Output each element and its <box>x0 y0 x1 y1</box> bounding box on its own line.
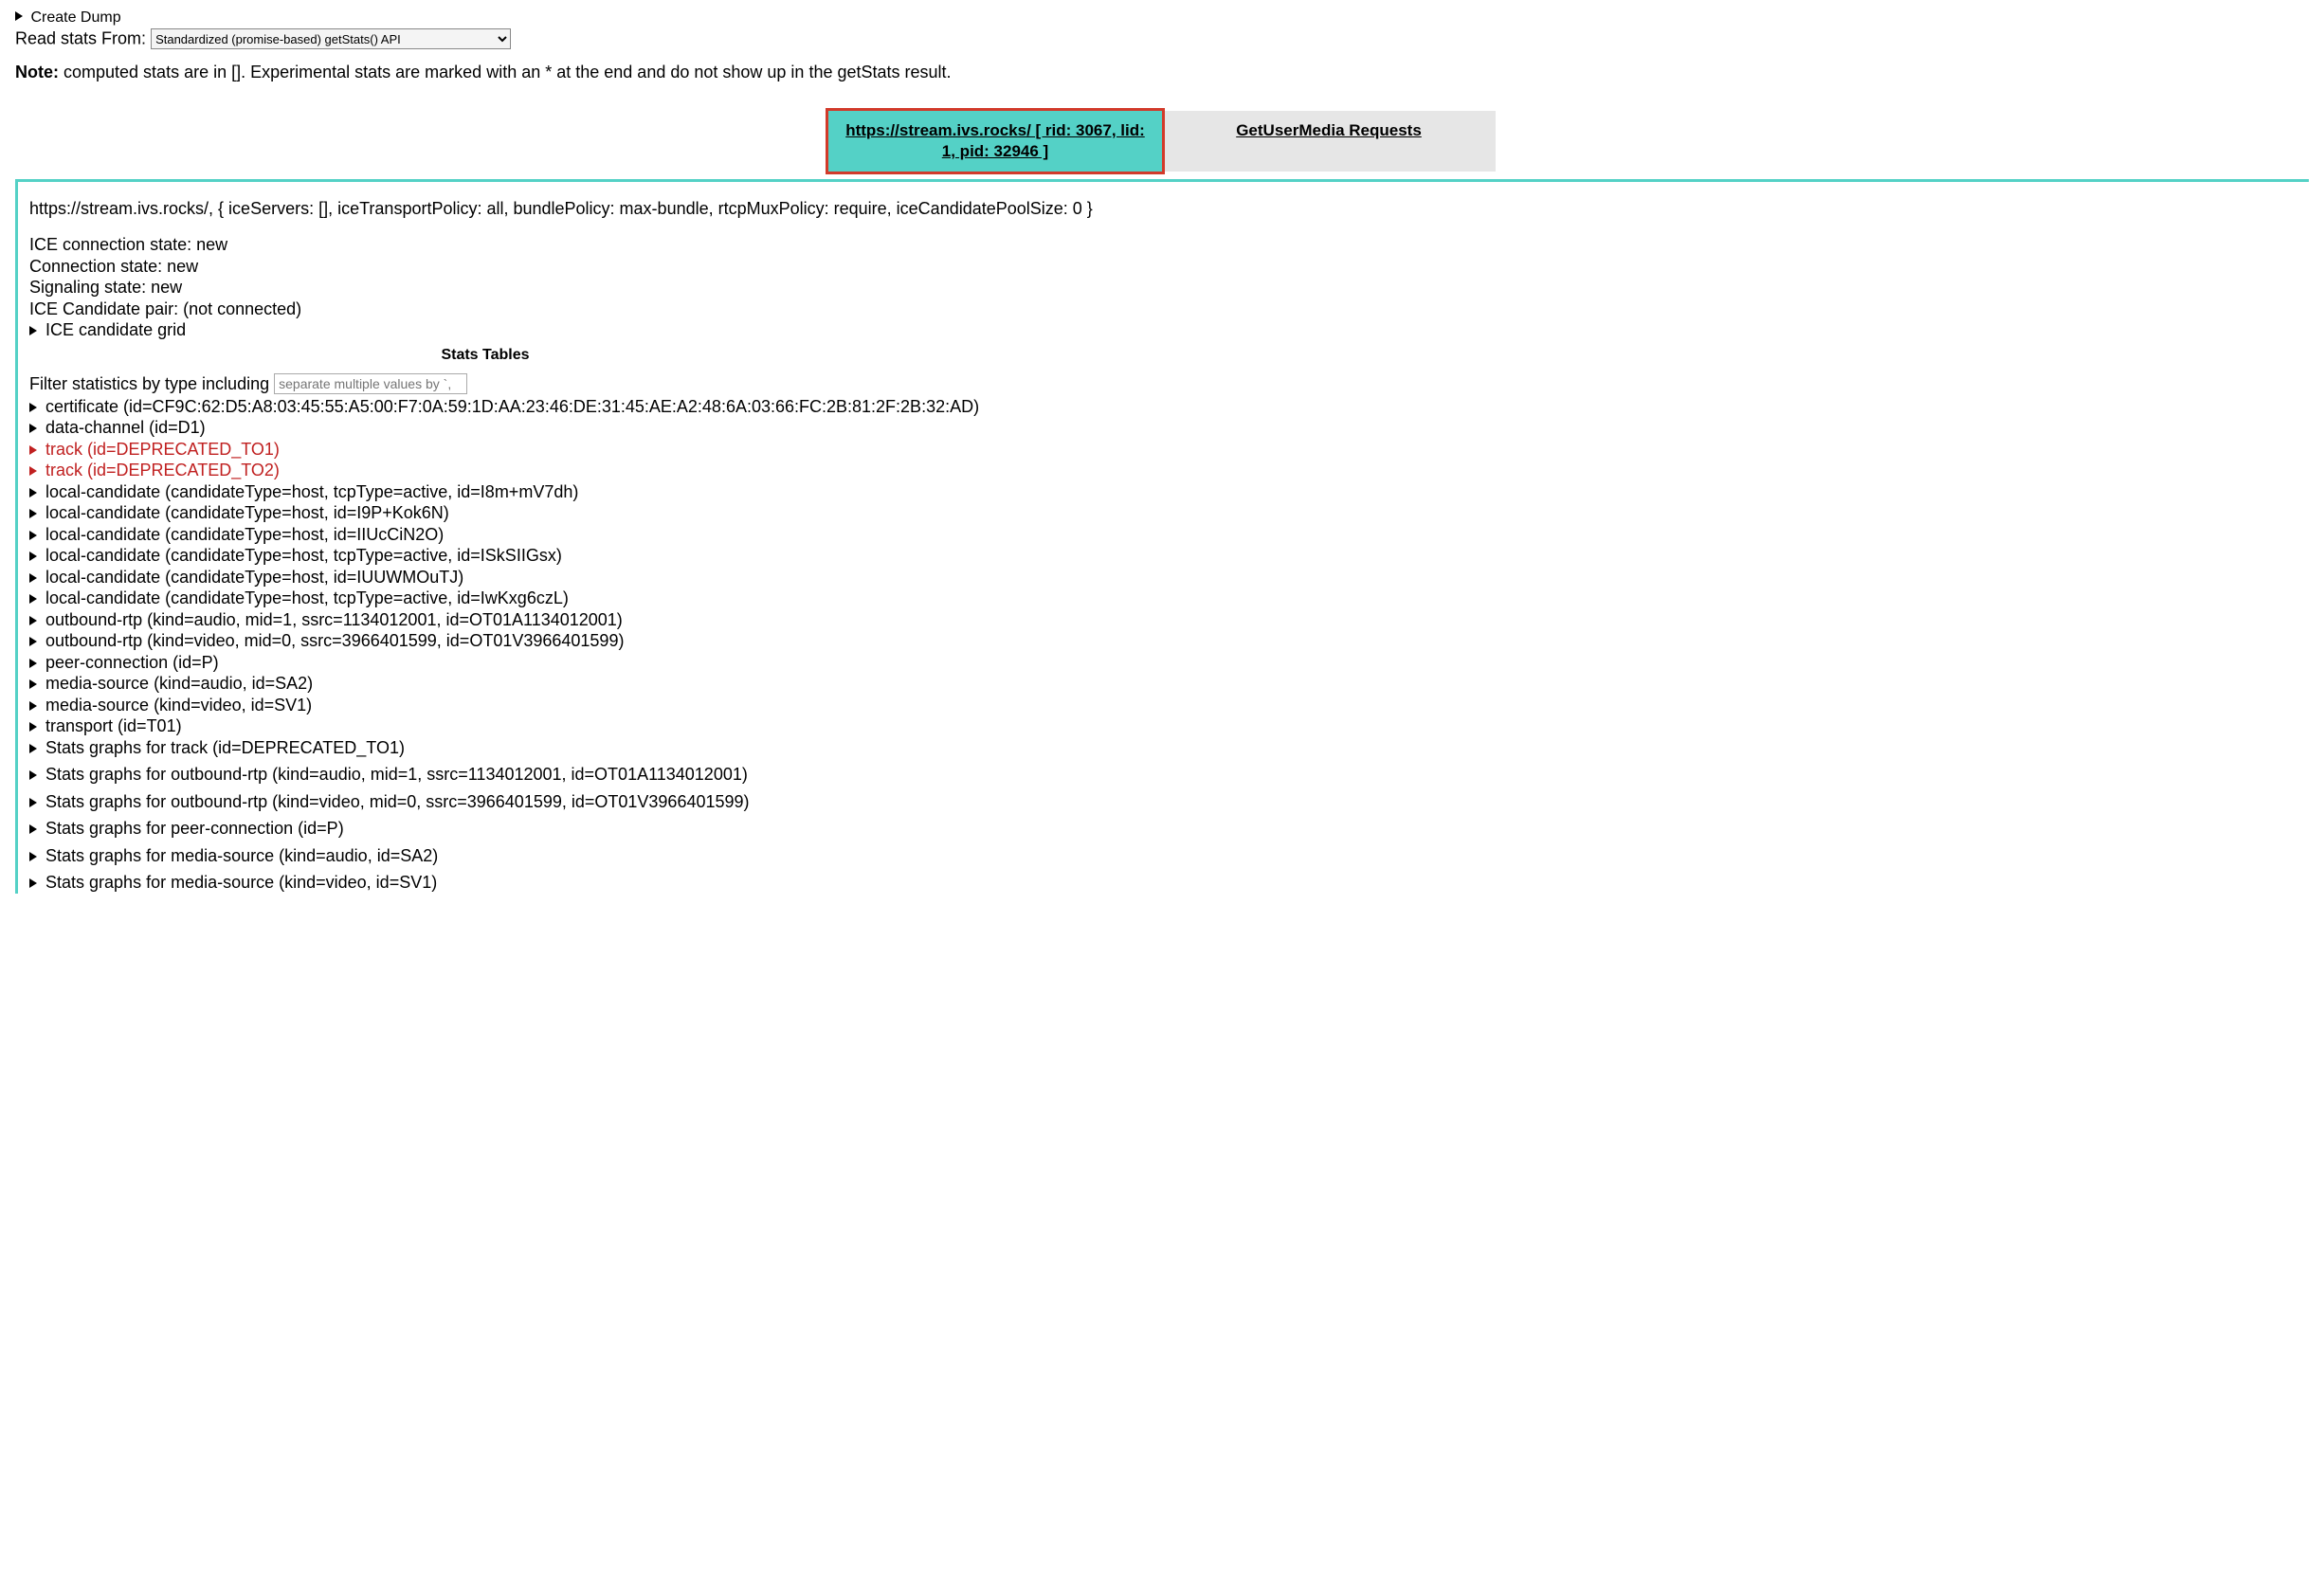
stats-item[interactable]: certificate (id=CF9C:62:D5:A8:03:45:55:A… <box>29 396 2309 418</box>
stats-item-label: Stats graphs for outbound-rtp (kind=audi… <box>45 765 748 784</box>
stats-item-label: media-source (kind=audio, id=SA2) <box>45 674 313 693</box>
stats-item[interactable]: data-channel (id=D1) <box>29 417 2309 439</box>
stats-item-label: local-candidate (candidateType=host, tcp… <box>45 546 562 565</box>
connection-state: Connection state: new <box>29 256 2309 278</box>
stats-item-label: Stats graphs for track (id=DEPRECATED_TO… <box>45 738 405 757</box>
signaling-state: Signaling state: new <box>29 277 2309 298</box>
chevron-right-icon <box>29 531 37 540</box>
stats-item-label: outbound-rtp (kind=video, mid=0, ssrc=39… <box>45 631 624 650</box>
chevron-right-icon <box>29 878 37 888</box>
filter-label: Filter statistics by type including <box>29 374 269 393</box>
stats-item-label: local-candidate (candidateType=host, id=… <box>45 525 444 544</box>
stats-item[interactable]: outbound-rtp (kind=audio, mid=1, ssrc=11… <box>29 609 2309 631</box>
chevron-right-icon <box>29 509 37 518</box>
chevron-right-icon <box>29 722 37 732</box>
chevron-right-icon <box>29 552 37 561</box>
stats-item-label: peer-connection (id=P) <box>45 653 219 672</box>
chevron-right-icon <box>29 770 37 780</box>
chevron-right-icon <box>29 679 37 689</box>
stats-item[interactable]: peer-connection (id=P) <box>29 652 2309 674</box>
ice-connection-state: ICE connection state: new <box>29 234 2309 256</box>
chevron-right-icon <box>29 488 37 498</box>
stats-item[interactable]: outbound-rtp (kind=video, mid=0, ssrc=39… <box>29 630 2309 652</box>
stats-item-label: Stats graphs for media-source (kind=audi… <box>45 846 438 865</box>
stats-item[interactable]: local-candidate (candidateType=host, id=… <box>29 524 2309 546</box>
stats-item-label: local-candidate (candidateType=host, tcp… <box>45 588 569 607</box>
connection-summary: https://stream.ivs.rocks/, { iceServers:… <box>29 199 2309 219</box>
stats-item-label: track (id=DEPRECATED_TO2) <box>45 461 280 479</box>
main-panel: https://stream.ivs.rocks/, { iceServers:… <box>15 179 2309 894</box>
chevron-right-icon <box>29 798 37 807</box>
chevron-right-icon <box>15 11 23 21</box>
filter-input[interactable] <box>274 373 467 394</box>
stats-item[interactable]: local-candidate (candidateType=host, id=… <box>29 567 2309 588</box>
stats-graphs-list: Stats graphs for track (id=DEPRECATED_TO… <box>29 737 2309 894</box>
stats-item-label: local-candidate (candidateType=host, id=… <box>45 503 449 522</box>
stats-item[interactable]: local-candidate (candidateType=host, tcp… <box>29 545 2309 567</box>
ice-candidate-grid-label: ICE candidate grid <box>45 320 186 339</box>
chevron-right-icon <box>29 744 37 753</box>
tab-getusermedia-label: GetUserMedia Requests <box>1236 121 1422 139</box>
filter-row: Filter statistics by type including <box>29 373 2309 394</box>
chevron-right-icon <box>29 403 37 412</box>
stats-item-label: track (id=DEPRECATED_TO1) <box>45 440 280 459</box>
read-stats-label: Read stats From: <box>15 29 146 48</box>
chevron-right-icon <box>29 852 37 861</box>
ice-candidate-pair: ICE Candidate pair: (not connected) <box>29 298 2309 320</box>
note-text: computed stats are in []. Experimental s… <box>59 63 952 81</box>
stats-tables-heading: Stats Tables <box>29 347 2309 364</box>
stats-item[interactable]: Stats graphs for outbound-rtp (kind=audi… <box>29 764 2309 786</box>
stats-item-label: transport (id=T01) <box>45 716 182 735</box>
stats-item[interactable]: track (id=DEPRECATED_TO1) <box>29 439 2309 461</box>
stats-item-label: local-candidate (candidateType=host, id=… <box>45 568 463 587</box>
read-stats-row: Read stats From: Standardized (promise-b… <box>15 28 2309 49</box>
chevron-right-icon <box>29 701 37 711</box>
stats-item[interactable]: Stats graphs for track (id=DEPRECATED_TO… <box>29 737 2309 759</box>
chevron-right-icon <box>29 466 37 476</box>
create-dump-row[interactable]: Create Dump <box>15 9 2309 27</box>
chevron-right-icon <box>29 573 37 583</box>
stats-item[interactable]: local-candidate (candidateType=host, tcp… <box>29 481 2309 503</box>
stats-item-label: local-candidate (candidateType=host, tcp… <box>45 482 578 501</box>
tab-connection[interactable]: https://stream.ivs.rocks/ [ rid: 3067, l… <box>828 111 1162 172</box>
stats-item[interactable]: Stats graphs for media-source (kind=vide… <box>29 872 2309 894</box>
stats-item[interactable]: local-candidate (candidateType=host, id=… <box>29 502 2309 524</box>
chevron-right-icon <box>29 637 37 646</box>
stats-item[interactable]: Stats graphs for media-source (kind=audi… <box>29 845 2309 867</box>
chevron-right-icon <box>29 326 37 335</box>
chevron-right-icon <box>29 824 37 834</box>
chevron-right-icon <box>29 424 37 433</box>
create-dump-label: Create Dump <box>30 9 120 26</box>
stats-item[interactable]: Stats graphs for outbound-rtp (kind=vide… <box>29 791 2309 813</box>
chevron-right-icon <box>29 594 37 604</box>
stats-item-label: certificate (id=CF9C:62:D5:A8:03:45:55:A… <box>45 397 979 416</box>
stats-item-label: Stats graphs for media-source (kind=vide… <box>45 873 437 892</box>
stats-item[interactable]: Stats graphs for peer-connection (id=P) <box>29 818 2309 840</box>
stats-item[interactable]: transport (id=T01) <box>29 715 2309 737</box>
tab-getusermedia[interactable]: GetUserMedia Requests <box>1162 111 1496 172</box>
stats-item-label: Stats graphs for peer-connection (id=P) <box>45 819 344 838</box>
chevron-right-icon <box>29 445 37 455</box>
ice-candidate-grid-row[interactable]: ICE candidate grid <box>29 319 2309 341</box>
stats-item-label: outbound-rtp (kind=audio, mid=1, ssrc=11… <box>45 610 623 629</box>
stats-item[interactable]: track (id=DEPRECATED_TO2) <box>29 460 2309 481</box>
stats-item-label: Stats graphs for outbound-rtp (kind=vide… <box>45 792 750 811</box>
note-line: Note: computed stats are in []. Experime… <box>15 63 2309 82</box>
stats-item-label: data-channel (id=D1) <box>45 418 206 437</box>
note-prefix: Note: <box>15 63 59 81</box>
connection-states: ICE connection state: new Connection sta… <box>29 234 2309 341</box>
stats-list: certificate (id=CF9C:62:D5:A8:03:45:55:A… <box>29 396 2309 737</box>
stats-item[interactable]: local-candidate (candidateType=host, tcp… <box>29 588 2309 609</box>
chevron-right-icon <box>29 616 37 625</box>
stats-item-label: media-source (kind=video, id=SV1) <box>45 696 312 715</box>
tab-connection-label: https://stream.ivs.rocks/ [ rid: 3067, l… <box>845 121 1145 160</box>
stats-item[interactable]: media-source (kind=video, id=SV1) <box>29 695 2309 716</box>
tabs-row: https://stream.ivs.rocks/ [ rid: 3067, l… <box>15 111 2309 172</box>
chevron-right-icon <box>29 659 37 668</box>
stats-item[interactable]: media-source (kind=audio, id=SA2) <box>29 673 2309 695</box>
stats-api-select[interactable]: Standardized (promise-based) getStats() … <box>151 28 511 49</box>
